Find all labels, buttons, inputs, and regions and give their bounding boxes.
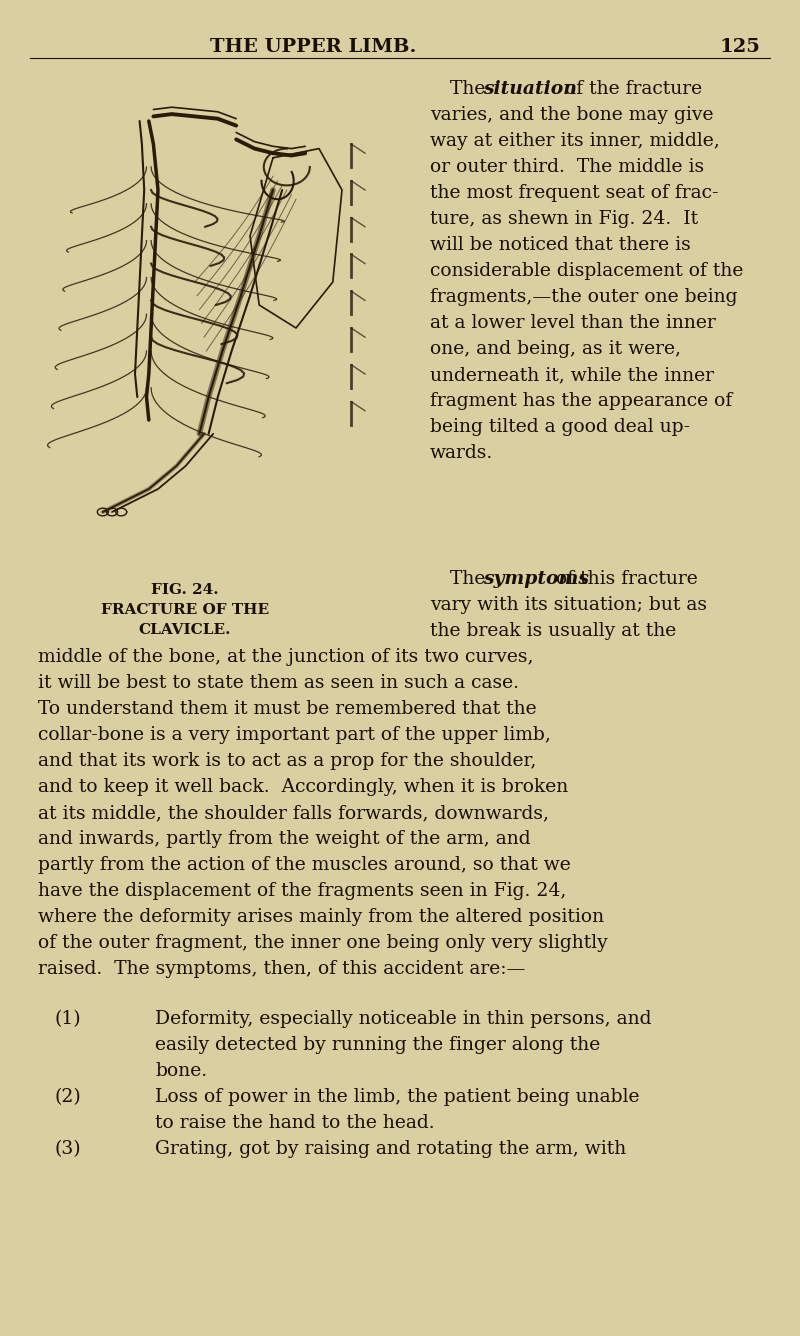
Text: FIG. 24.: FIG. 24.	[151, 582, 219, 597]
Text: where the deformity arises mainly from the altered position: where the deformity arises mainly from t…	[38, 908, 604, 926]
Text: of the fracture: of the fracture	[559, 80, 702, 98]
Text: situation: situation	[483, 80, 578, 98]
Text: will be noticed that there is: will be noticed that there is	[430, 236, 690, 254]
Text: symptoms: symptoms	[483, 570, 590, 588]
Text: (1): (1)	[55, 1010, 82, 1027]
Text: at its middle, the shoulder falls forwards, downwards,: at its middle, the shoulder falls forwar…	[38, 804, 549, 822]
Text: varies, and the bone may give: varies, and the bone may give	[430, 106, 714, 124]
Text: The: The	[450, 80, 491, 98]
Text: fragments,—the outer one being: fragments,—the outer one being	[430, 289, 738, 306]
Text: the break is usually at the: the break is usually at the	[430, 623, 676, 640]
Text: wards.: wards.	[430, 444, 494, 462]
Text: easily detected by running the finger along the: easily detected by running the finger al…	[155, 1035, 600, 1054]
Text: 125: 125	[719, 37, 760, 56]
Text: the most frequent seat of frac-: the most frequent seat of frac-	[430, 184, 718, 202]
Text: ture, as shewn in Fig. 24.  It: ture, as shewn in Fig. 24. It	[430, 210, 698, 228]
Text: and that its work is to act as a prop for the shoulder,: and that its work is to act as a prop fo…	[38, 752, 536, 770]
Text: The: The	[450, 570, 491, 588]
Text: to raise the hand to the head.: to raise the hand to the head.	[155, 1114, 434, 1132]
Text: have the displacement of the fragments seen in Fig. 24,: have the displacement of the fragments s…	[38, 882, 566, 900]
Text: (2): (2)	[55, 1088, 82, 1106]
Text: it will be best to state them as seen in such a case.: it will be best to state them as seen in…	[38, 673, 519, 692]
Text: one, and being, as it were,: one, and being, as it were,	[430, 339, 681, 358]
Text: underneath it, while the inner: underneath it, while the inner	[430, 366, 714, 383]
Text: at a lower level than the inner: at a lower level than the inner	[430, 314, 716, 333]
Text: Deformity, especially noticeable in thin persons, and: Deformity, especially noticeable in thin…	[155, 1010, 651, 1027]
Text: FRACTURE OF THE: FRACTURE OF THE	[101, 603, 269, 617]
Text: bone.: bone.	[155, 1062, 207, 1079]
Text: of this fracture: of this fracture	[550, 570, 698, 588]
Text: Grating, got by raising and rotating the arm, with: Grating, got by raising and rotating the…	[155, 1140, 626, 1158]
Text: partly from the action of the muscles around, so that we: partly from the action of the muscles ar…	[38, 856, 570, 874]
Text: fragment has the appearance of: fragment has the appearance of	[430, 391, 732, 410]
Text: Loss of power in the limb, the patient being unable: Loss of power in the limb, the patient b…	[155, 1088, 639, 1106]
Text: considerable displacement of the: considerable displacement of the	[430, 262, 743, 281]
Text: raised.  The symptoms, then, of this accident are:—: raised. The symptoms, then, of this acci…	[38, 961, 526, 978]
Text: collar-bone is a very important part of the upper limb,: collar-bone is a very important part of …	[38, 725, 551, 744]
Text: and inwards, partly from the weight of the arm, and: and inwards, partly from the weight of t…	[38, 830, 530, 848]
Text: being tilted a good deal up-: being tilted a good deal up-	[430, 418, 690, 436]
Text: To understand them it must be remembered that the: To understand them it must be remembered…	[38, 700, 537, 717]
Text: or outer third.  The middle is: or outer third. The middle is	[430, 158, 704, 176]
Text: way at either its inner, middle,: way at either its inner, middle,	[430, 132, 720, 150]
Text: CLAVICLE.: CLAVICLE.	[138, 623, 231, 637]
Text: of the outer fragment, the inner one being only very slightly: of the outer fragment, the inner one bei…	[38, 934, 608, 953]
Text: middle of the bone, at the junction of its two curves,: middle of the bone, at the junction of i…	[38, 648, 534, 667]
Text: vary with its situation; but as: vary with its situation; but as	[430, 596, 707, 615]
Text: THE UPPER LIMB.: THE UPPER LIMB.	[210, 37, 416, 56]
Text: and to keep it well back.  Accordingly, when it is broken: and to keep it well back. Accordingly, w…	[38, 778, 568, 796]
Text: (3): (3)	[55, 1140, 82, 1158]
